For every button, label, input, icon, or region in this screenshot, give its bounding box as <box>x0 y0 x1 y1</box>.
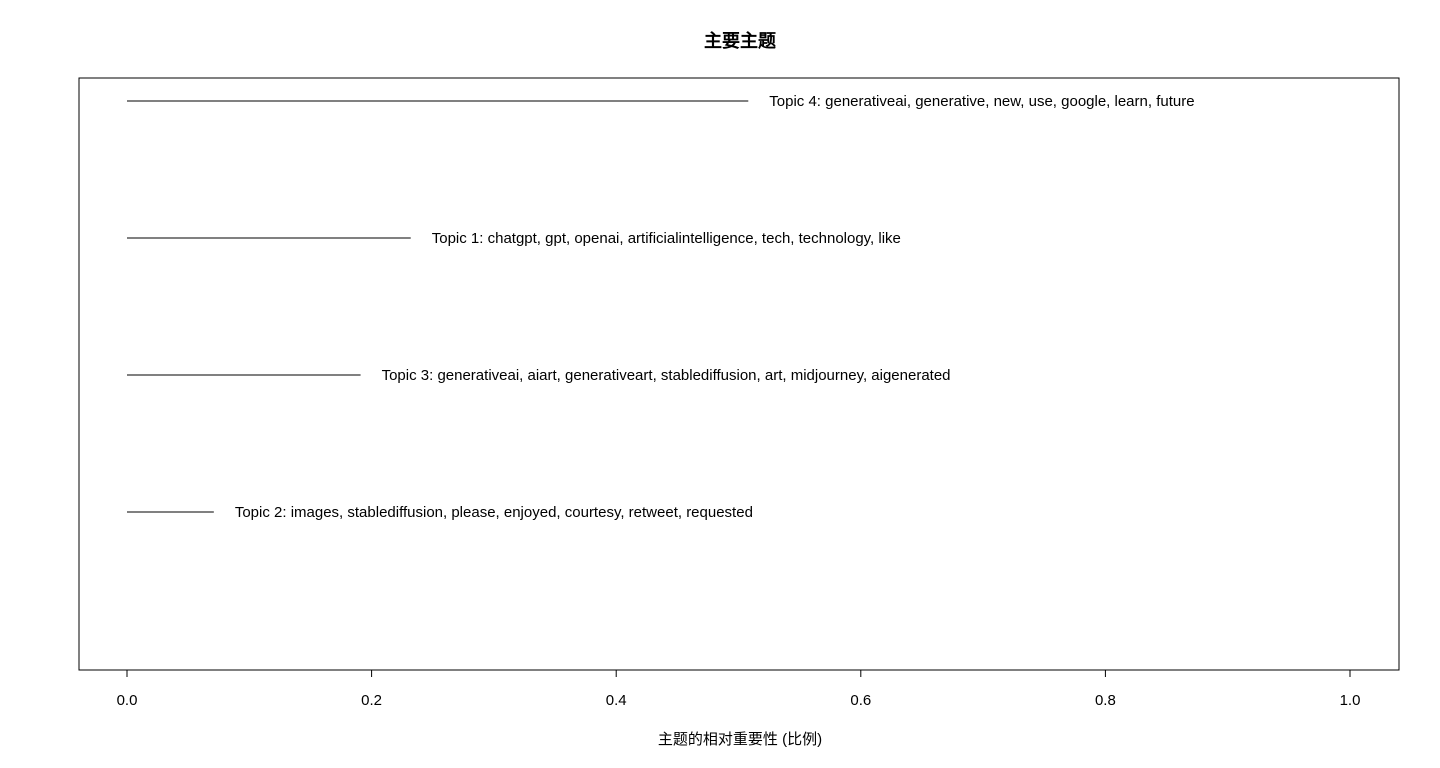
x-axis-label: 主题的相对重要性 (比例) <box>658 731 822 748</box>
x-tick-label-5: 1.0 <box>1340 692 1361 709</box>
bar-label-2: Topic 1: chatgpt, gpt, openai, artificia… <box>432 230 901 247</box>
bar-label-1: Topic 4: generativeai, generative, new, … <box>769 93 1194 110</box>
x-tick-label-0: 0.0 <box>117 692 138 709</box>
x-tick-label-3: 0.6 <box>850 692 871 709</box>
bar-label-4: Topic 2: images, stablediffusion, please… <box>235 504 753 521</box>
chart-title: 主要主题 <box>704 30 777 52</box>
x-tick-label-2: 0.4 <box>606 692 627 709</box>
x-tick-label-4: 0.8 <box>1095 692 1116 709</box>
x-tick-label-1: 0.2 <box>361 692 382 709</box>
bar-group: Topic 4: generativeai, generative, new, … <box>127 93 1195 521</box>
bar-label-3: Topic 3: generativeai, aiart, generative… <box>382 367 951 384</box>
x-axis: 0.0 0.2 0.4 0.6 0.8 1.0 <box>117 669 1361 709</box>
